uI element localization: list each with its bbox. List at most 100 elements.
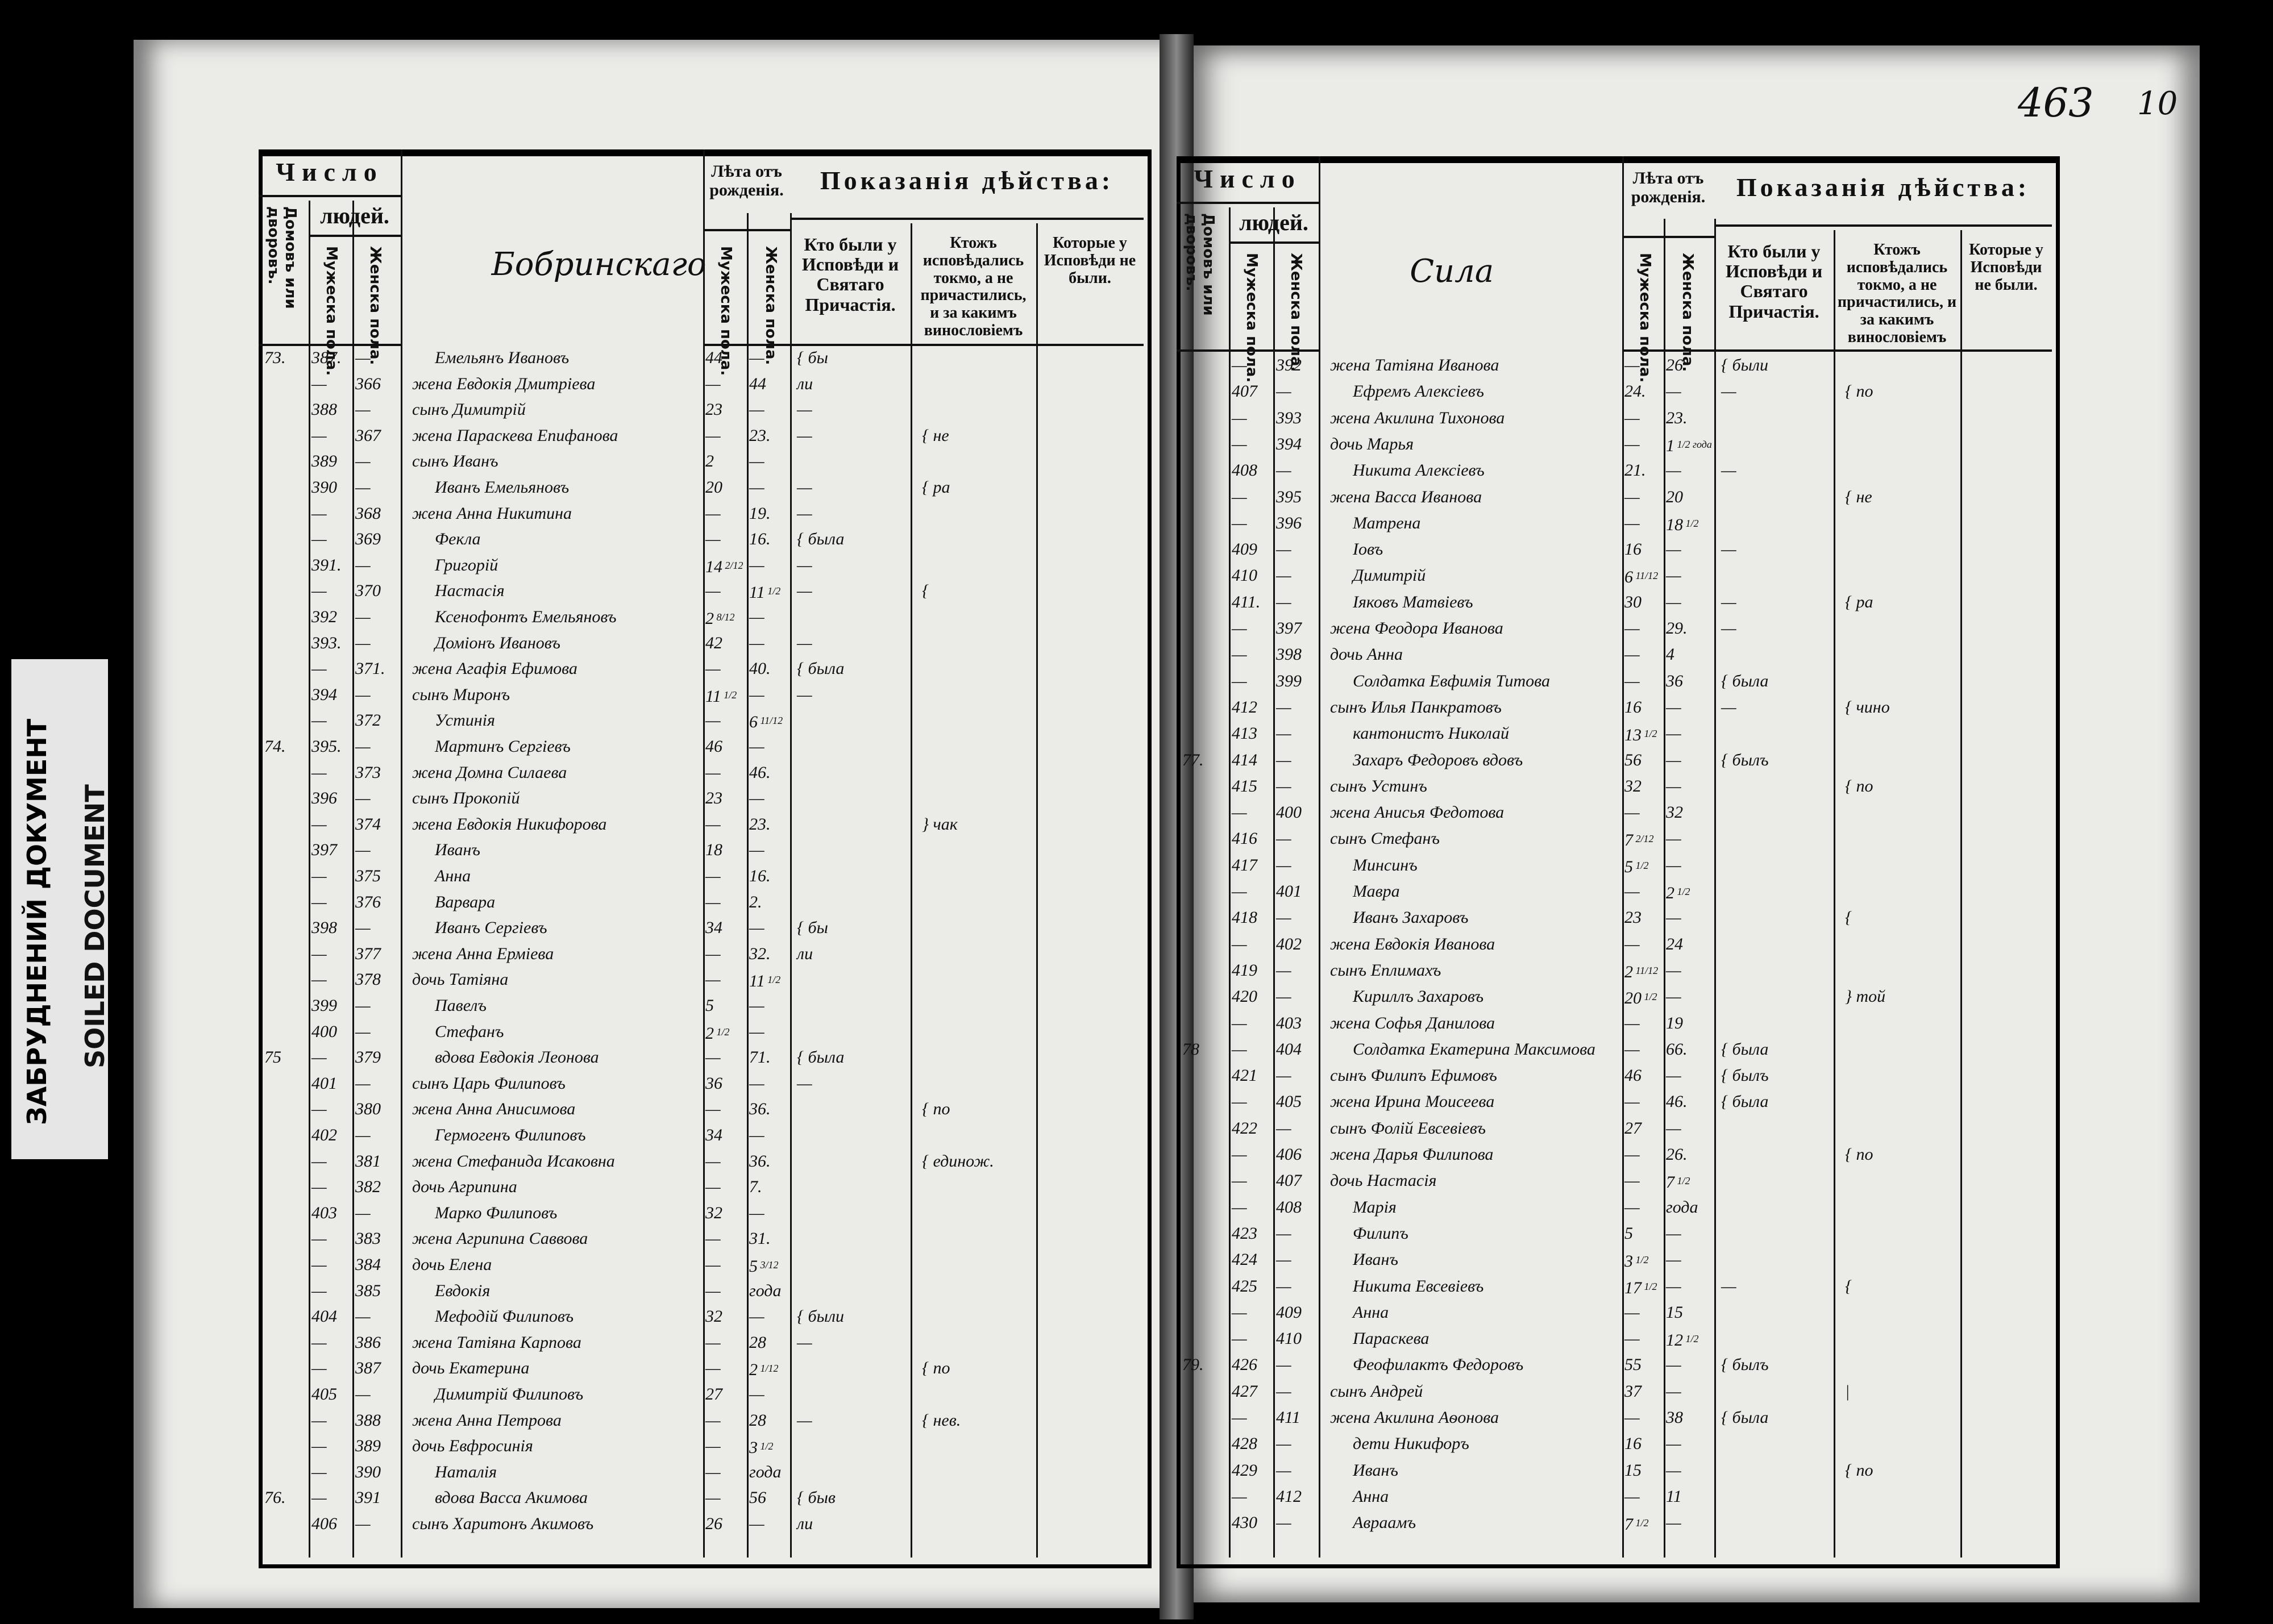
person-name: дети Никифоръ: [1353, 1434, 1469, 1454]
female-number: 403: [1276, 1013, 1302, 1032]
person-name: Солдатка Екатерина Максимова: [1353, 1039, 1595, 1059]
person-name: жена Акилина Аѳонова: [1330, 1408, 1499, 1427]
female-number: 400: [1276, 803, 1302, 822]
age-whole: 17: [1624, 1278, 1642, 1297]
person-name: Филипъ: [1353, 1223, 1408, 1243]
age-male: 37: [1624, 1381, 1642, 1401]
confessed-communed-mark: { былъ: [1721, 750, 1769, 769]
person-name: Иванъ Емельяновъ: [435, 478, 570, 497]
male-number: —: [1232, 408, 1247, 427]
female-number: 409: [1276, 1302, 1302, 1322]
female-number: 387: [355, 1359, 381, 1378]
female-number: —: [355, 348, 371, 367]
male-number: —: [1232, 1197, 1247, 1217]
age-male: —: [1624, 1039, 1640, 1059]
female-number: 375: [355, 867, 381, 885]
age-whole: 2: [749, 1360, 758, 1380]
left-header-rule: [259, 344, 401, 346]
female-number: —: [1276, 724, 1291, 743]
age-female: —: [1666, 1066, 1681, 1085]
age-female: —: [1666, 1223, 1681, 1243]
person-name: сынъ Димитрій: [412, 400, 526, 419]
age-fraction: 8/12: [714, 611, 735, 623]
age-male: —: [705, 892, 721, 911]
person-name: жена Татіяна Карпова: [412, 1332, 581, 1352]
confessed-only-mark: {: [922, 581, 929, 601]
age-female: —: [749, 1307, 764, 1326]
male-number: 393.: [311, 633, 342, 652]
male-number: —: [1232, 356, 1247, 374]
age-female: 4: [1666, 645, 1674, 664]
female-number: —: [1276, 592, 1291, 611]
male-number: 423: [1232, 1223, 1257, 1243]
male-number: 419: [1232, 960, 1257, 980]
person-name: Иванъ Захаровъ: [1353, 908, 1469, 927]
male-number: —: [1232, 1408, 1247, 1427]
person-name: сынъ Иванъ: [412, 452, 498, 471]
age-female: 36: [1666, 671, 1683, 690]
person-name: жена Параскева Епифанова: [412, 426, 618, 445]
confessed-communed-mark: —: [1721, 592, 1736, 611]
age-male: —: [1624, 803, 1640, 822]
person-name: Павелъ: [435, 996, 487, 1015]
age-female: 66.: [1666, 1039, 1688, 1059]
female-number: 396: [1276, 513, 1302, 532]
person-name: дочь Татіяна: [412, 970, 509, 989]
age-fraction: 1/2: [1633, 859, 1649, 871]
age-female: 2 1/12: [749, 1357, 779, 1381]
age-male: 46: [1624, 1066, 1642, 1085]
male-number: —: [1232, 513, 1247, 532]
female-number: 391: [355, 1488, 381, 1508]
right-column-divider: [1960, 230, 1962, 1558]
female-number: 406: [1276, 1145, 1302, 1164]
age-female: —: [1666, 540, 1681, 559]
female-number: 373: [355, 763, 381, 782]
confessed-communed-mark: { былъ: [1721, 1355, 1769, 1375]
male-number: 388: [311, 400, 337, 419]
age-male: 32: [705, 1203, 722, 1222]
age-female: 36.: [749, 1151, 771, 1171]
age-fraction: 1/2: [758, 1440, 774, 1452]
male-number: —: [311, 1177, 327, 1197]
person-name: Мартинъ Сергіевъ: [435, 737, 571, 756]
age-male: —: [705, 763, 721, 782]
person-name: дочь Анна: [1330, 645, 1403, 664]
age-male: 5 1/2: [1624, 854, 1649, 878]
male-number: —: [311, 1151, 327, 1171]
confessed-communed-mark: ли: [797, 1514, 813, 1533]
age-fraction: 11/12: [1633, 570, 1659, 582]
male-number: —: [1232, 1329, 1247, 1348]
age-fraction: 1/2: [1674, 1175, 1690, 1187]
confessed-only-mark: { по: [1845, 776, 1873, 796]
age-male: —: [705, 711, 721, 730]
age-female: —: [1666, 1460, 1681, 1480]
person-name: сынъ Харитонъ Акимовъ: [412, 1514, 594, 1533]
age-fraction: 2/12: [1633, 833, 1654, 845]
header-male: Мужеска пола.: [1243, 253, 1260, 383]
male-number: 404: [311, 1307, 337, 1326]
age-female: 32.: [749, 944, 771, 963]
male-number: —: [1232, 1171, 1247, 1190]
header-age-male: Мужеска пола.: [1636, 253, 1653, 383]
confessed-communed-mark: { была: [797, 1048, 845, 1067]
right-column-divider: [1664, 219, 1665, 1558]
confessed-communed-mark: —: [797, 478, 812, 497]
age-male: 32: [705, 1307, 722, 1326]
female-number: —: [1276, 750, 1291, 769]
female-number: —: [1276, 1118, 1291, 1138]
male-number: —: [311, 374, 327, 393]
age-female: 23.: [1666, 408, 1688, 427]
age-female: 38: [1666, 1408, 1683, 1427]
female-number: 401: [1276, 882, 1302, 901]
person-name: жена Феодора Иванова: [1330, 619, 1503, 638]
person-name: Мефодій Филиповъ: [435, 1307, 574, 1326]
age-male: —: [705, 1359, 721, 1378]
age-female: —: [749, 348, 764, 367]
male-number: 420: [1232, 987, 1257, 1006]
person-name: жена Софья Данилова: [1330, 1013, 1495, 1032]
person-name: Димитрій: [1353, 566, 1426, 585]
female-number: 367: [355, 426, 381, 445]
person-name: жена Агафія Ефимова: [412, 659, 577, 678]
age-male: 16: [1624, 697, 1642, 717]
confessed-communed-mark: { была: [1721, 1039, 1769, 1059]
